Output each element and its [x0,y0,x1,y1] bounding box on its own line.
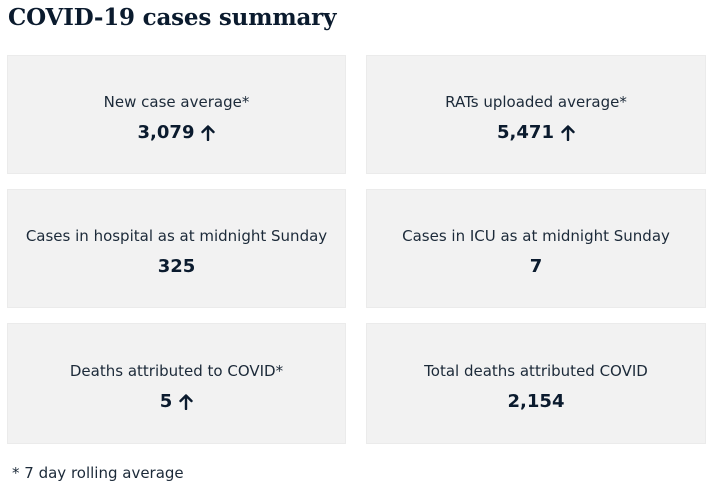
card-value: 2,154 [507,391,565,412]
arrow-up-icon [561,125,575,141]
card-value-row: 5,471 [497,122,575,144]
card-value-row: 3,079 [138,122,216,144]
card-label: Deaths attributed to COVID* [69,362,284,380]
page-title: COVID-19 cases summary [8,4,337,31]
card-cases-in-hospital: Cases in hospital as at midnight Sunday … [7,189,346,308]
arrow-up-icon [179,394,193,410]
card-value: 3,079 [137,122,195,143]
card-label: Cases in hospital as at midnight Sunday [25,227,328,245]
card-value-row: 5 [160,391,194,413]
card-label: Cases in ICU as at midnight Sunday [402,227,670,245]
card-value: 7 [529,256,543,277]
card-deaths-attributed: Deaths attributed to COVID* 5 [7,323,346,444]
card-value: 325 [157,256,196,277]
card-new-case-average: New case average* 3,079 [7,55,346,174]
card-value: 5 [159,391,173,412]
footnote: * 7 day rolling average [12,464,184,482]
card-value-row: 2,154 [508,391,565,413]
card-label: RATs uploaded average* [445,93,627,111]
card-label: New case average* [103,93,250,111]
card-label: Total deaths attributed COVID [424,362,648,380]
card-rats-uploaded-average: RATs uploaded average* 5,471 [366,55,706,174]
arrow-up-icon [201,125,216,141]
card-cases-in-icu: Cases in ICU as at midnight Sunday 7 [366,189,706,308]
card-value-row: 7 [530,256,543,278]
card-value-row: 325 [158,256,196,278]
summary-cards-grid: New case average* 3,079 RATs uploaded av… [7,55,707,444]
card-value: 5,471 [497,122,554,143]
card-total-deaths: Total deaths attributed COVID 2,154 [366,323,706,444]
